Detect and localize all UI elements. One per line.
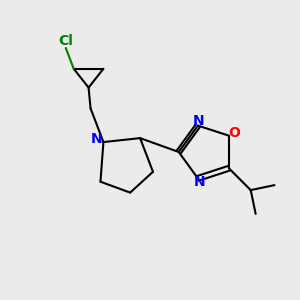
Text: N: N (193, 114, 205, 128)
Text: N: N (194, 175, 206, 189)
Text: N: N (91, 132, 102, 146)
Text: Cl: Cl (58, 34, 73, 48)
Text: O: O (228, 126, 240, 140)
